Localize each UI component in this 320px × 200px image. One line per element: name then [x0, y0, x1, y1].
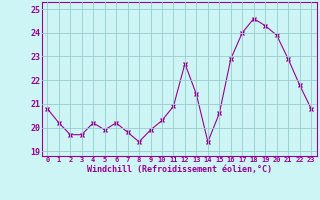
X-axis label: Windchill (Refroidissement éolien,°C): Windchill (Refroidissement éolien,°C) [87, 165, 272, 174]
